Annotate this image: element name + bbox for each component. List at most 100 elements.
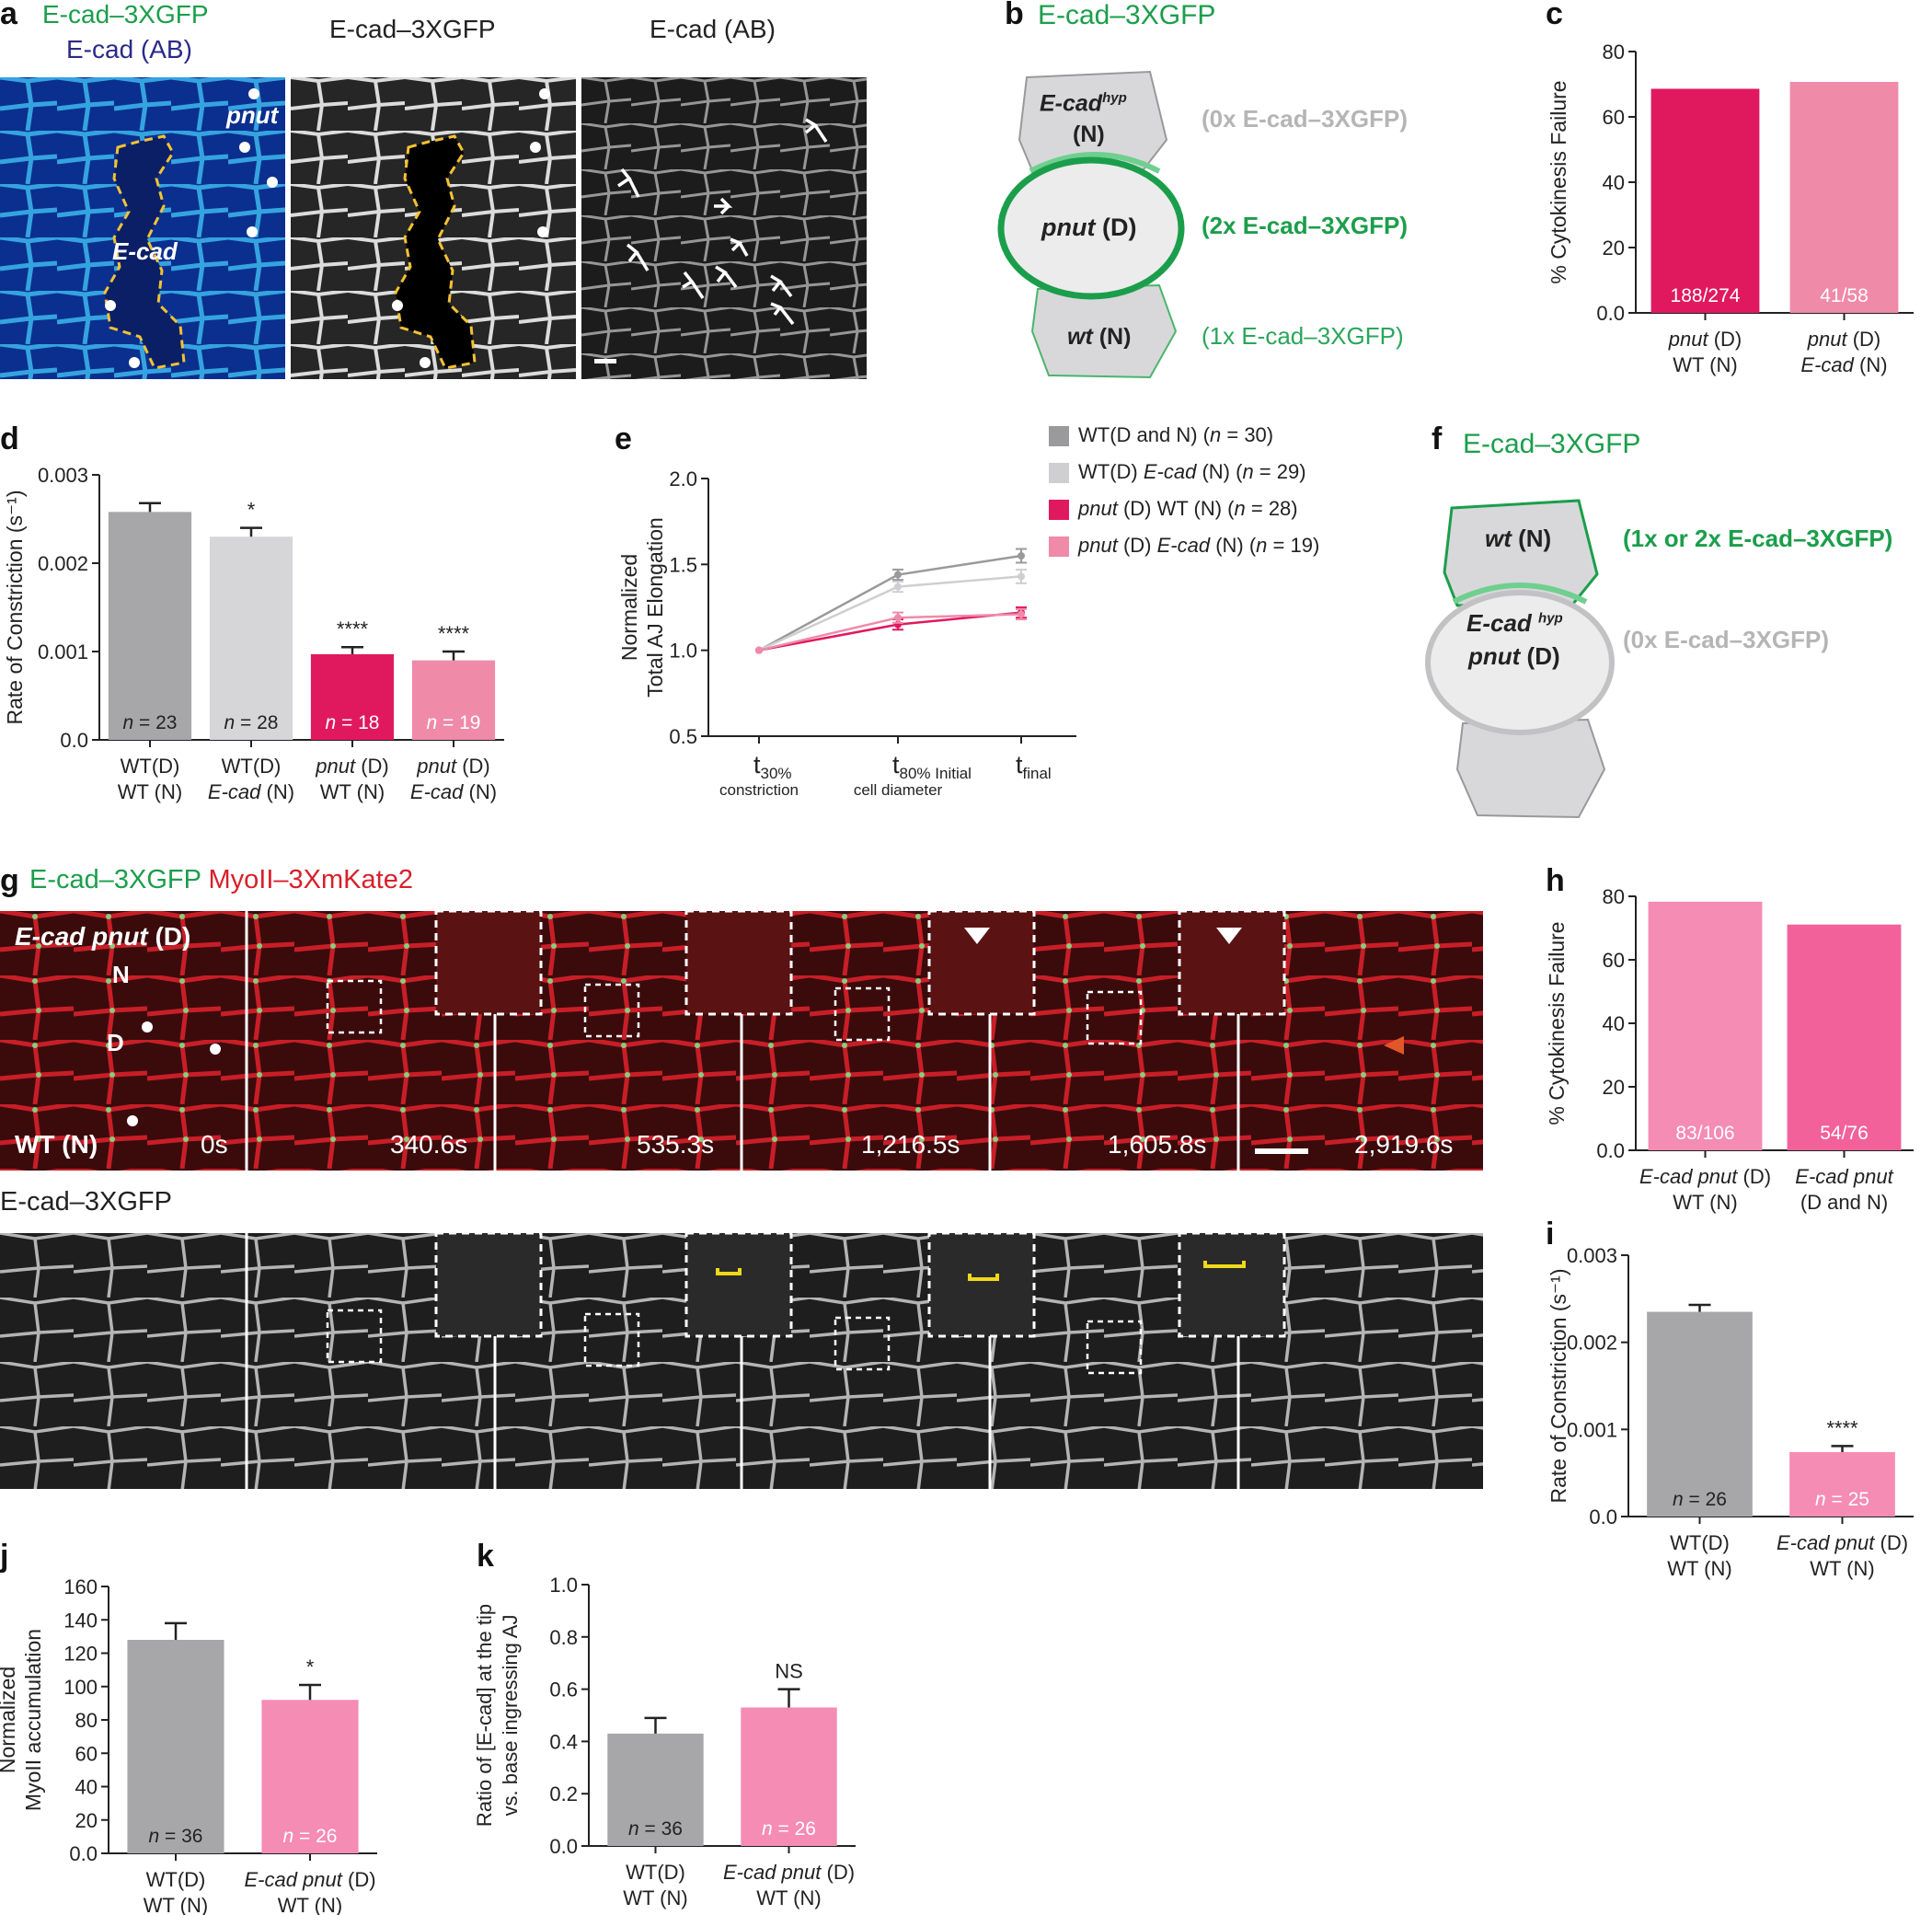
chart-j: 0.0 20 40 60 80 100 120 140 160 Normalized MyoII a… (0, 1564, 423, 1915)
g-time-2: 535.3s (637, 1130, 715, 1159)
y-tick-label: 1.0 (549, 1574, 578, 1597)
y-tick-label: 1.5 (669, 553, 697, 576)
y-tick-label: 0.002 (38, 552, 88, 575)
a-label-ecad-gfp: E-cad–3XGFP (42, 0, 209, 29)
y-tick-label: 0.4 (549, 1730, 578, 1753)
panel-letter-h: h (1546, 863, 1565, 898)
chart-d-svg: 0.0 0.001 0.002 0.003 Rate of Constriction (… (3, 464, 504, 803)
x-category-line2: WT (N) (1673, 353, 1737, 376)
b-top-cell-ecad: E-cad (1040, 90, 1103, 117)
f-top-cell-label: wt (N) (1485, 525, 1551, 553)
bar-count-label: 54/76 (1820, 1123, 1869, 1144)
bar-count-label: n = 36 (149, 1826, 203, 1847)
x-category-line1: pnut (D) (315, 755, 388, 778)
bar (1789, 1451, 1895, 1517)
chart-c: 0.0 20 40 60 80 % Cytokinesis Failure 188/274 p… (1527, 28, 1932, 405)
chart-c-svg: 0.0 20 40 60 80 % Cytokinesis Failure 188/274 p… (1547, 40, 1914, 376)
y-tick-label: 60 (1603, 949, 1625, 972)
g-n-label: N (112, 961, 130, 988)
y-tick-label: 20 (1603, 1076, 1625, 1099)
series-line (758, 575, 1022, 652)
y-tick-label: 160 (63, 1575, 98, 1598)
y-tick-label: 20 (1603, 236, 1625, 260)
b-top-cell-n: (N) (1073, 121, 1105, 147)
b-bottom-cell-n: (N) (1098, 324, 1132, 350)
b-center-cell-d: (D) (1102, 213, 1137, 241)
panel-letter-d: d (0, 421, 19, 456)
g-wt-label: WT (N) (15, 1130, 98, 1159)
significance-label: **** (438, 622, 470, 645)
x-category-line1: E-cad pnut (D) (1639, 1165, 1771, 1188)
bar (108, 512, 192, 740)
x-category-line2: WT (N) (1667, 1557, 1731, 1580)
f-label-mid: (0x E-cad–3XGFP) (1623, 626, 1829, 653)
g-merge-strip: E-cad pnut (D) N D WT (N) 0s 340.6s 535.… (0, 911, 1483, 1171)
g-time-1: 340.6s (390, 1130, 468, 1159)
panel-letter-i: i (1546, 1217, 1555, 1252)
legend-entry: pnut (D) WT (N) (n = 28) (1049, 497, 1298, 521)
bar (607, 1733, 704, 1846)
y-tick-label: 80 (75, 1709, 98, 1732)
f-label-top: (1x or 2x E-cad–3XGFP) (1623, 525, 1893, 552)
micrograph-merge: pnut E-cad (0, 77, 285, 379)
bar-count-label: n = 28 (224, 712, 279, 733)
chart-e-svg: 0.5 1.0 1.5 2.0 Normalized Total AJ Elongatio… (617, 467, 1076, 799)
bar-count-label: n = 23 (123, 712, 178, 733)
bar (310, 653, 395, 740)
g-time-4: 1,605.8s (1108, 1130, 1207, 1159)
y-tick-label: 80 (1603, 40, 1625, 63)
x-category-line2: WT (N) (623, 1886, 687, 1909)
significance-label: **** (337, 617, 369, 640)
b-label-bot: (1x E-cad–3XGFP) (1202, 322, 1404, 350)
x-category-line1: E-cad pnut (D) (244, 1868, 375, 1891)
b-center-cell-label: pnut (D) (1041, 213, 1136, 242)
x-category-line2: (D and N) (1800, 1191, 1888, 1214)
y-axis-label-line2: vs. base ingressing AJ (499, 1615, 522, 1817)
y-tick-label: 140 (63, 1609, 98, 1632)
chart-k-svg: 0.0 0.2 0.4 0.6 0.8 1.0 Ratio of [E-cad] at th… (473, 1574, 856, 1909)
g-time-0: 0s (201, 1130, 228, 1159)
x-category-line2: WT (N) (278, 1894, 342, 1915)
y-tick-label: 80 (1603, 885, 1625, 908)
y-tick-label: 0.2 (549, 1782, 578, 1805)
legend-entry: WT(D) E-cad (N) (n = 29) (1049, 460, 1306, 484)
a-label-right: E-cad (AB) (650, 15, 776, 43)
g-genotype-ecad-pnut: E-cad pnut (15, 922, 148, 951)
panel-letter-f: f (1432, 421, 1443, 456)
x-category-line2: WT (N) (1810, 1557, 1874, 1580)
x-tick-label: t80% Initial (892, 751, 972, 782)
legend-swatch (1049, 500, 1069, 521)
panel-letter-a: a (0, 0, 17, 31)
x-category-line2: WT (N) (1673, 1191, 1737, 1214)
g-title-green: E-cad–3XGFP (29, 865, 201, 894)
micrograph-ecad-gfp (291, 77, 576, 379)
x-category-line1: WT(D) (626, 1861, 685, 1884)
x-category-line2: E-cad (N) (410, 780, 497, 803)
y-axis-label: Rate of Constriction (s⁻¹) (1547, 1269, 1570, 1504)
y-tick-label: 60 (75, 1742, 98, 1765)
f-center-cell-d: (D) (1526, 642, 1560, 670)
x-tick-label: t30% (753, 751, 792, 782)
bar-count-label: 188/274 (1671, 285, 1741, 306)
x-category-line1: E-cad pnut (D) (723, 1861, 855, 1884)
panel-letter-g: g (0, 863, 19, 898)
y-tick-label: 0.0 (60, 729, 88, 752)
g-time-5: 2,919.6s (1354, 1130, 1454, 1159)
g-lower-title: E-cad–3XGFP (0, 1187, 172, 1217)
b-center-cell-pnut: pnut (1041, 213, 1096, 241)
y-tick-label: 20 (75, 1809, 98, 1832)
x-category-line1: pnut (D) (1807, 328, 1880, 351)
y-axis-label-line2: Total AJ Elongation (643, 517, 667, 698)
micrograph-ecad-ab (581, 77, 867, 379)
y-tick-label: 0.001 (38, 640, 88, 663)
bar-count-label: n = 26 (762, 1818, 816, 1840)
g-time-3: 1,216.5s (861, 1130, 960, 1159)
y-axis-label-line2: MyoII accumulation (21, 1629, 45, 1811)
data-point (755, 646, 763, 654)
bar (209, 536, 293, 740)
x-tick-label: tfinal (1016, 751, 1052, 782)
f-title: E-cad–3XGFP (1463, 429, 1641, 459)
f-center-cell-pnut: pnut (1468, 642, 1521, 670)
a-label-mid: E-cad–3XGFP (329, 15, 496, 43)
x-tick-sublabel: cell diameter (854, 781, 943, 799)
